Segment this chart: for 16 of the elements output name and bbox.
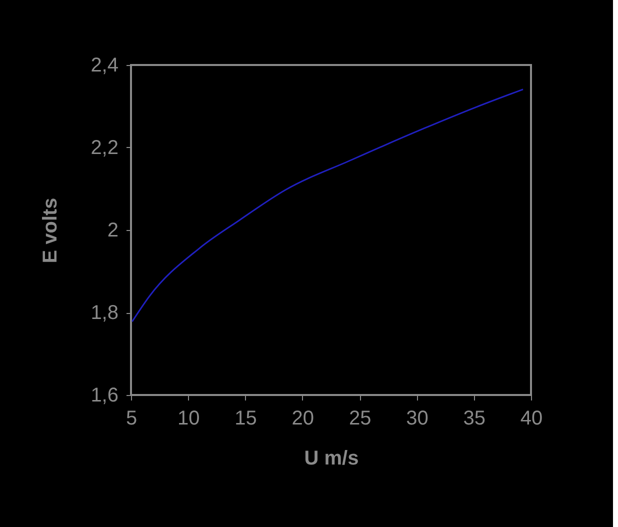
y-tick-label: 1,8 xyxy=(90,302,118,324)
y-tick-label: 2,2 xyxy=(90,137,118,159)
x-tick-label: 15 xyxy=(234,408,257,430)
x-tick-label: 5 xyxy=(126,408,138,430)
y-tick-label: 2 xyxy=(107,220,118,242)
x-axis-title: U m/s xyxy=(304,448,359,470)
y-tick-label: 1,6 xyxy=(90,384,118,406)
y-axis-title: E volts xyxy=(40,198,62,264)
x-tick-label: 30 xyxy=(406,408,428,430)
line-series xyxy=(131,88,524,322)
x-tick-label: 35 xyxy=(463,408,486,430)
x-tick-label: 25 xyxy=(348,408,372,430)
x-tick-label: 40 xyxy=(520,408,543,430)
x-tick-label: 10 xyxy=(178,408,200,430)
x-tick-label: 20 xyxy=(292,408,314,430)
y-tick-label: 2,4 xyxy=(90,54,118,76)
